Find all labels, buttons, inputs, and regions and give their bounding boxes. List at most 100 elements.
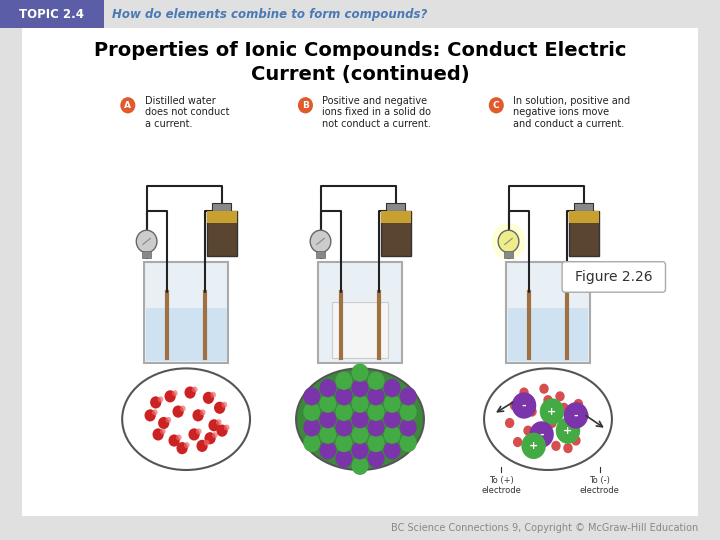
Circle shape (120, 97, 135, 113)
Circle shape (216, 419, 222, 426)
Circle shape (204, 432, 216, 444)
Circle shape (217, 424, 228, 437)
Circle shape (351, 426, 369, 444)
Bar (569, 211, 599, 223)
Text: -: - (574, 410, 578, 420)
Text: BC Science Connections 9, Copyright © McGraw-Hill Education: BC Science Connections 9, Copyright © Mc… (391, 523, 698, 533)
Circle shape (535, 431, 545, 441)
Text: -: - (522, 401, 526, 410)
Circle shape (512, 392, 536, 418)
Text: C: C (493, 101, 500, 110)
Circle shape (173, 406, 184, 417)
Text: Positive and negative: Positive and negative (323, 96, 428, 106)
Text: B: B (302, 101, 309, 110)
Text: +: + (563, 426, 572, 436)
Bar (387, 203, 405, 211)
Circle shape (571, 435, 580, 445)
Bar (212, 203, 231, 211)
Bar (504, 251, 513, 258)
Circle shape (368, 387, 384, 406)
Ellipse shape (122, 368, 250, 470)
Circle shape (303, 387, 320, 406)
Circle shape (544, 395, 553, 405)
Circle shape (180, 406, 186, 411)
Circle shape (214, 402, 225, 414)
Circle shape (150, 396, 161, 409)
Circle shape (384, 379, 400, 397)
Circle shape (210, 392, 216, 398)
Circle shape (351, 379, 369, 397)
Circle shape (539, 383, 549, 394)
Circle shape (204, 440, 210, 446)
Circle shape (400, 418, 417, 436)
Circle shape (531, 443, 541, 453)
Circle shape (351, 457, 369, 475)
Circle shape (400, 434, 417, 452)
Circle shape (222, 402, 228, 408)
Circle shape (136, 230, 157, 253)
Circle shape (336, 403, 352, 421)
Circle shape (176, 434, 181, 441)
Bar (142, 251, 151, 258)
Circle shape (303, 403, 320, 421)
Text: +: + (529, 441, 539, 451)
Circle shape (336, 387, 352, 406)
Text: -: - (539, 429, 544, 440)
Circle shape (192, 387, 197, 393)
Circle shape (489, 97, 504, 113)
Ellipse shape (296, 368, 424, 470)
Circle shape (384, 441, 400, 460)
Circle shape (574, 399, 583, 409)
Circle shape (298, 97, 313, 113)
Text: a current.: a current. (145, 119, 192, 129)
Circle shape (529, 421, 554, 448)
Circle shape (320, 410, 336, 428)
Circle shape (320, 379, 336, 397)
Bar (575, 203, 593, 211)
Circle shape (203, 392, 214, 404)
Circle shape (172, 390, 178, 396)
Text: In solution, positive and: In solution, positive and (513, 96, 630, 106)
Circle shape (368, 449, 384, 468)
Circle shape (158, 417, 169, 429)
Text: How do elements combine to form compounds?: How do elements combine to form compound… (112, 8, 427, 21)
Circle shape (303, 434, 320, 452)
Circle shape (208, 419, 220, 431)
Circle shape (384, 426, 400, 444)
Circle shape (400, 403, 417, 421)
Circle shape (336, 418, 352, 436)
Circle shape (184, 442, 189, 448)
Text: not conduct a current.: not conduct a current. (323, 119, 431, 129)
Circle shape (176, 442, 188, 454)
Text: does not conduct: does not conduct (145, 107, 229, 117)
Circle shape (320, 395, 336, 413)
Circle shape (564, 402, 588, 429)
Text: negative ions move: negative ions move (513, 107, 609, 117)
Circle shape (384, 410, 400, 428)
Text: Figure 2.26: Figure 2.26 (575, 270, 652, 284)
Bar (0, 0, 104, 28)
Circle shape (197, 440, 207, 452)
Circle shape (196, 428, 202, 434)
Circle shape (552, 441, 561, 451)
Text: ions fixed in a solid do: ions fixed in a solid do (323, 107, 431, 117)
Circle shape (320, 441, 336, 460)
Circle shape (400, 387, 417, 406)
Bar (332, 302, 388, 358)
Circle shape (336, 449, 352, 468)
Circle shape (351, 395, 369, 413)
Circle shape (505, 418, 514, 428)
Circle shape (153, 428, 163, 441)
Circle shape (189, 428, 199, 441)
Circle shape (368, 434, 384, 452)
Circle shape (384, 395, 400, 413)
Circle shape (563, 443, 572, 453)
Bar (207, 211, 237, 255)
Circle shape (547, 418, 557, 428)
Circle shape (168, 434, 180, 447)
Circle shape (152, 409, 158, 415)
Circle shape (540, 399, 564, 425)
Circle shape (200, 409, 206, 415)
Circle shape (145, 409, 156, 422)
Text: +: + (547, 407, 557, 416)
